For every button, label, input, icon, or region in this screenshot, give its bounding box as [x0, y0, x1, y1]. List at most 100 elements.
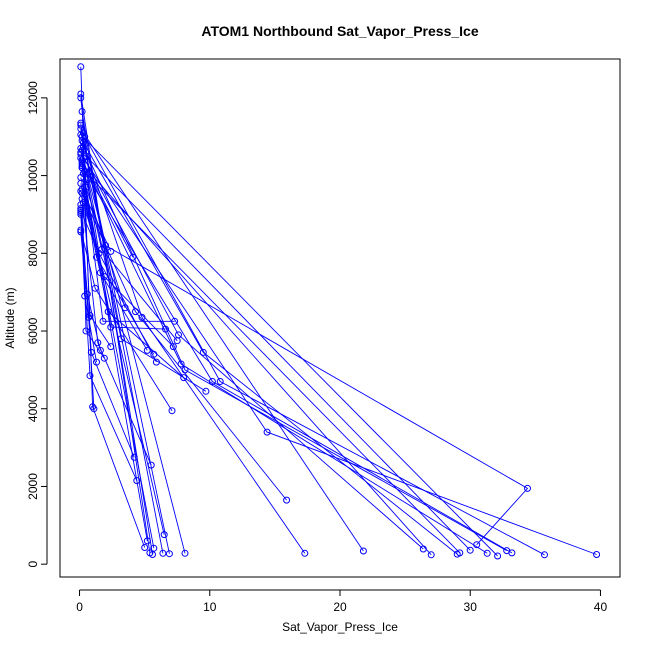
y-tick-label: 8000	[26, 240, 40, 267]
data-point	[541, 551, 548, 559]
series-line	[81, 136, 170, 554]
data-point	[129, 253, 137, 261]
data-point	[78, 146, 86, 154]
series-line	[80, 214, 138, 481]
series-44	[78, 146, 115, 351]
series-layer	[77, 63, 601, 560]
data-point	[216, 378, 224, 385]
data-point	[78, 189, 86, 197]
data-point	[173, 337, 181, 345]
series-15	[81, 168, 464, 557]
series-line	[81, 165, 155, 355]
data-point	[524, 484, 531, 492]
data-point	[456, 549, 464, 557]
y-tick-label: 12000	[26, 81, 40, 115]
data-point	[160, 531, 168, 539]
series-line	[84, 136, 545, 556]
data-point	[82, 327, 90, 335]
series-line	[80, 153, 597, 555]
data-point	[171, 317, 179, 325]
series-line	[80, 229, 173, 411]
x-tick-label: 10	[203, 600, 217, 614]
series-24	[77, 187, 291, 504]
data-point	[283, 496, 291, 504]
series-line	[80, 123, 126, 308]
data-point	[77, 90, 85, 98]
data-point	[263, 428, 271, 436]
plot-area-frame	[59, 58, 621, 578]
y-tick-label: 0	[26, 561, 40, 568]
data-point	[104, 308, 112, 316]
series-line	[81, 140, 306, 554]
data-point	[169, 343, 177, 351]
data-point	[143, 537, 151, 545]
y-axis-label: Altitude (m)	[3, 287, 17, 348]
data-point	[100, 354, 108, 362]
data-point	[473, 541, 481, 549]
data-point	[89, 403, 97, 411]
data-point	[96, 346, 104, 354]
data-point	[90, 405, 98, 413]
series-line	[86, 179, 166, 330]
data-point	[77, 228, 85, 236]
series-line	[82, 146, 507, 551]
data-point	[149, 551, 156, 558]
data-point	[99, 317, 107, 325]
series-line	[80, 177, 165, 535]
data-point	[77, 209, 85, 216]
series-16	[82, 152, 474, 554]
data-point	[83, 290, 91, 298]
data-point	[77, 148, 85, 156]
data-point	[427, 551, 435, 559]
data-point	[181, 549, 189, 557]
chart-title: ATOM1 Northbound Sat_Vapor_Press_Ice	[201, 23, 478, 39]
data-point	[130, 453, 138, 461]
data-point	[159, 549, 167, 557]
series-line	[85, 155, 471, 551]
data-point	[466, 546, 474, 554]
series-line	[80, 152, 424, 550]
series-43	[78, 189, 108, 362]
y-tick-label: 6000	[26, 317, 40, 344]
series-22	[77, 150, 601, 558]
series-line	[83, 132, 364, 552]
y-axis: 0 2000 4000 6000 8000 10000 12000	[26, 81, 48, 568]
data-point	[483, 549, 491, 557]
series-line	[81, 167, 513, 554]
y-tick-label: 4000	[26, 395, 40, 422]
x-tick-label: 40	[594, 600, 608, 614]
series-line	[81, 163, 432, 556]
series-line	[82, 158, 207, 392]
series-line	[80, 148, 186, 554]
data-point	[93, 358, 100, 366]
x-axis: 0 10 20 30 40	[76, 589, 608, 614]
data-point	[359, 547, 367, 555]
series-28	[77, 226, 176, 415]
x-tick-label: 0	[76, 600, 83, 614]
series-line	[81, 159, 488, 554]
data-point	[147, 461, 155, 469]
data-point	[133, 477, 141, 485]
data-point	[77, 94, 85, 102]
series-line	[84, 196, 184, 378]
series-line	[83, 142, 458, 555]
series-line	[81, 167, 155, 549]
data-point	[107, 247, 115, 255]
x-axis-label: Sat_Vapor_Press_Ice	[282, 620, 398, 634]
data-point	[165, 550, 173, 558]
data-point	[199, 348, 207, 356]
data-point	[508, 549, 516, 557]
data-point	[107, 343, 115, 351]
data-point	[117, 335, 125, 343]
x-tick-label: 30	[464, 600, 478, 614]
series-line	[81, 161, 178, 341]
x-tick-label: 20	[333, 600, 347, 614]
data-point	[494, 552, 502, 560]
series-line	[80, 212, 101, 351]
series-line	[80, 128, 529, 546]
series-12	[77, 148, 427, 553]
data-point	[162, 325, 169, 333]
series-17	[78, 156, 491, 557]
y-tick-label: 10000	[26, 159, 40, 193]
